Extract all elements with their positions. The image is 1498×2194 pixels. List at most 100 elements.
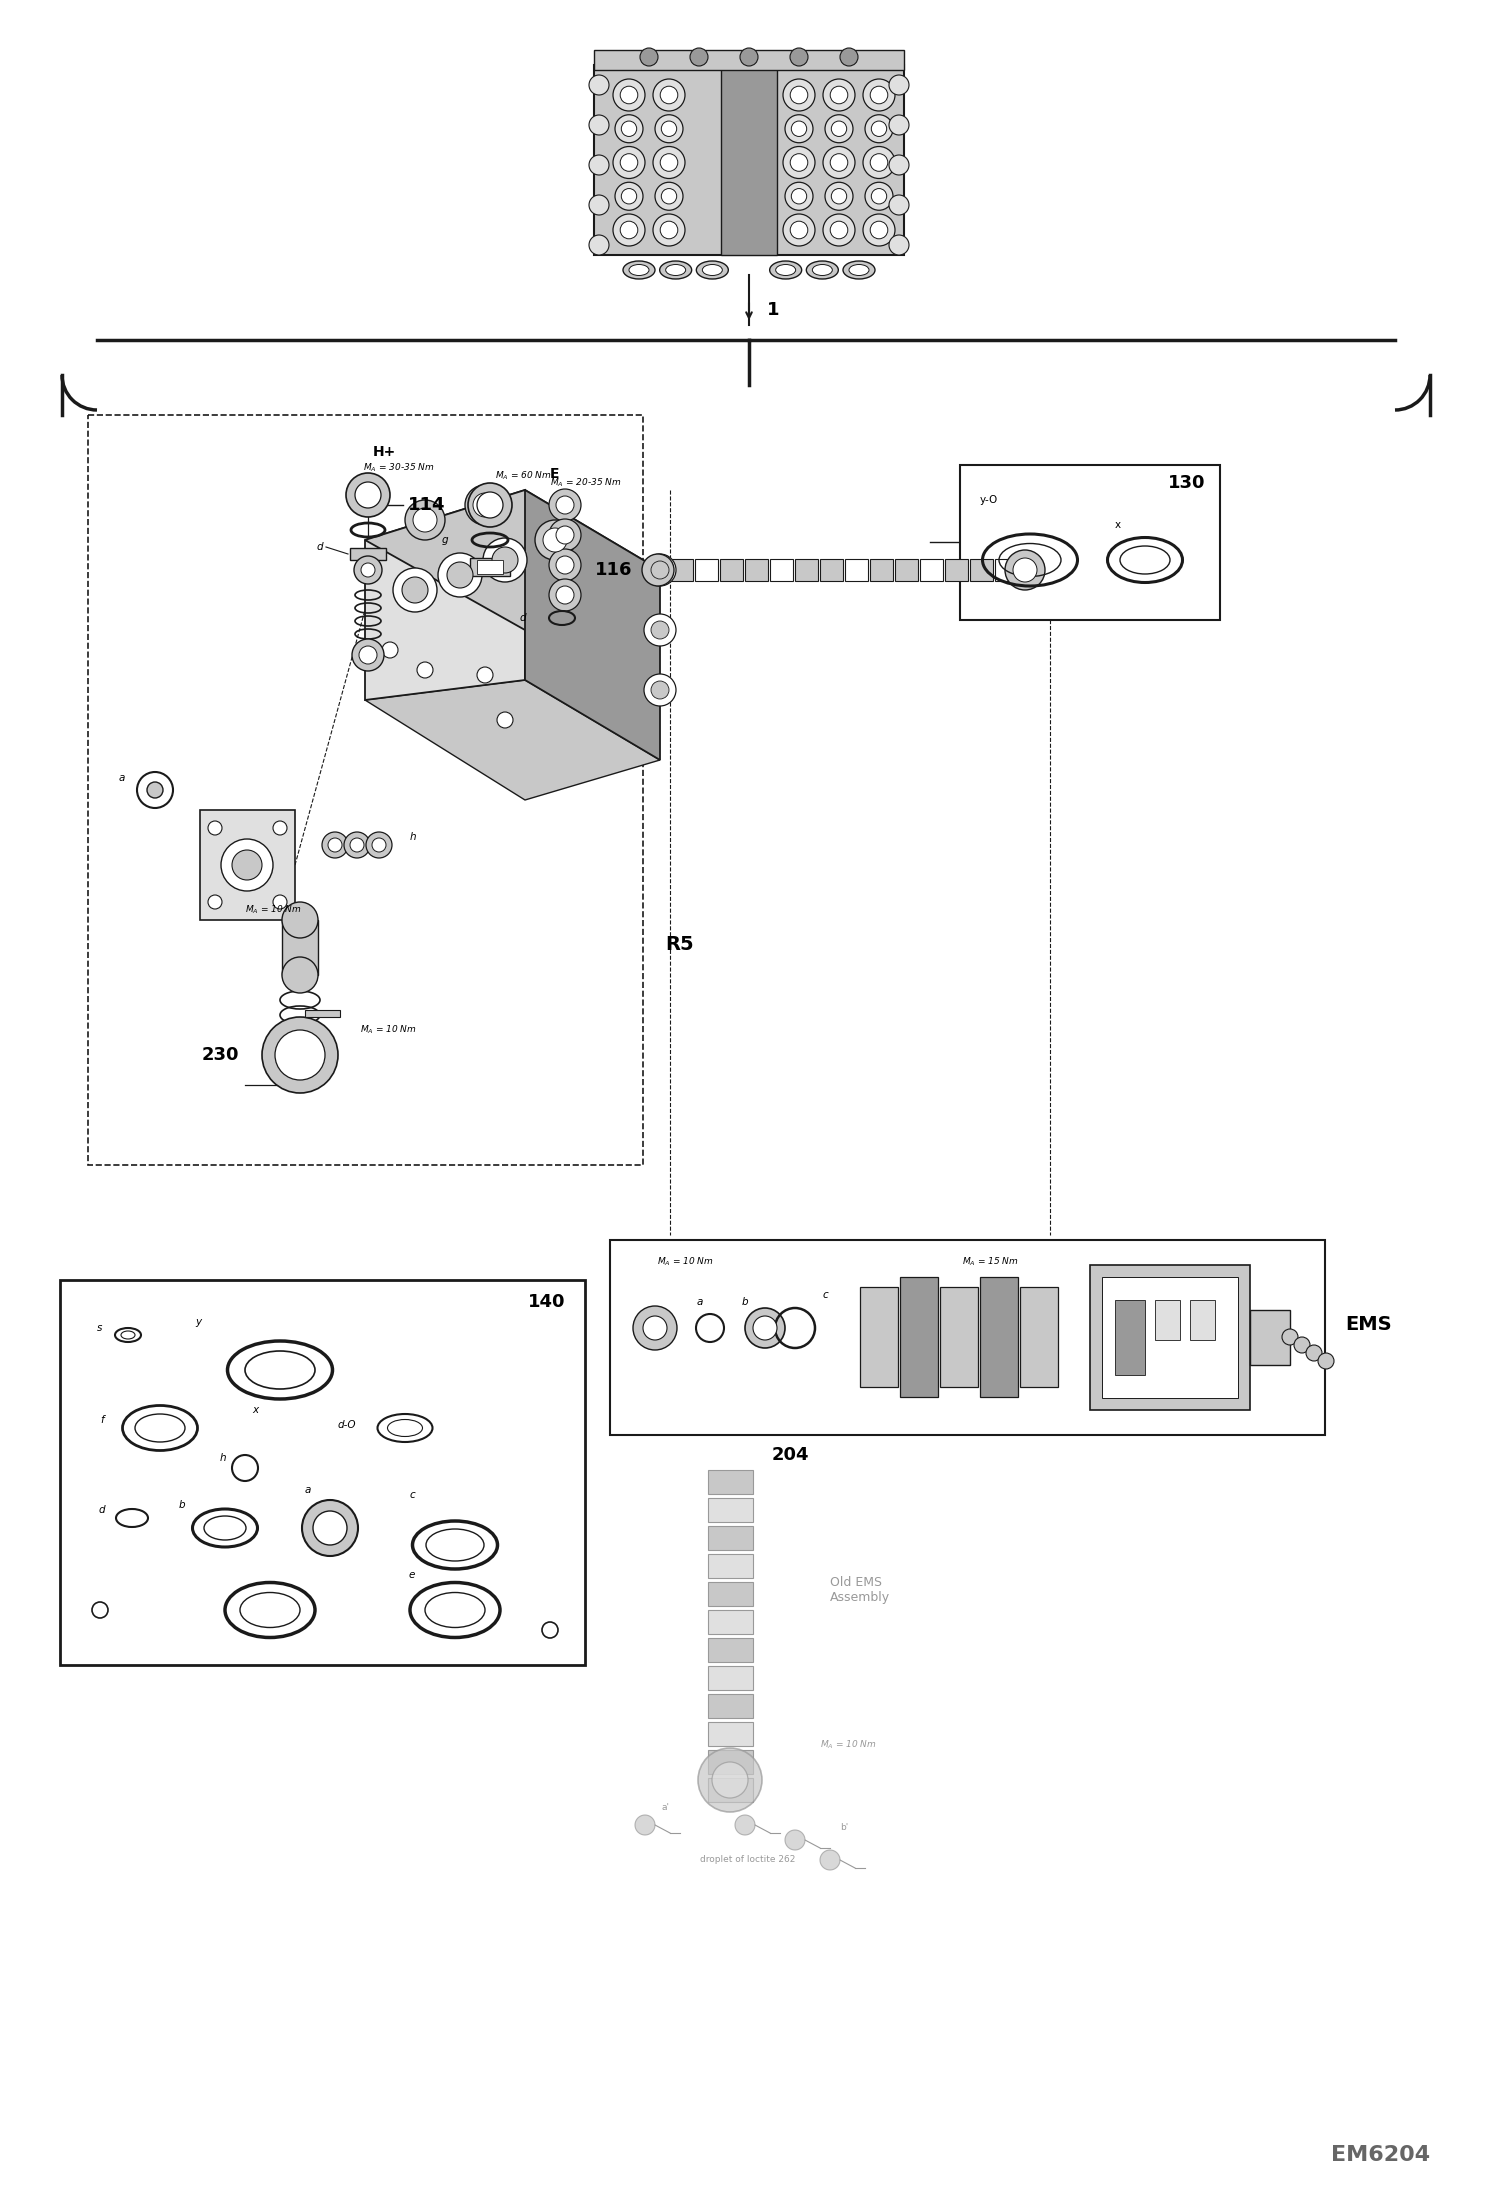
Circle shape <box>825 182 852 211</box>
Bar <box>1091 1266 1249 1411</box>
Bar <box>470 557 509 577</box>
Circle shape <box>785 182 813 211</box>
Text: f: f <box>100 1415 103 1424</box>
Circle shape <box>497 713 512 728</box>
Circle shape <box>644 614 676 645</box>
Circle shape <box>634 1305 677 1349</box>
Polygon shape <box>721 66 777 255</box>
Ellipse shape <box>843 261 875 279</box>
Text: EM6204: EM6204 <box>1330 2146 1431 2165</box>
Bar <box>709 1665 753 1689</box>
Bar <box>1115 1301 1144 1376</box>
Circle shape <box>652 621 670 638</box>
Circle shape <box>556 586 574 603</box>
Text: 140: 140 <box>527 1292 565 1312</box>
Circle shape <box>473 494 497 518</box>
Text: 130: 130 <box>1167 474 1204 491</box>
Ellipse shape <box>623 261 655 279</box>
Bar <box>960 465 1219 621</box>
Circle shape <box>372 838 386 851</box>
Polygon shape <box>366 489 661 630</box>
Circle shape <box>872 121 887 136</box>
Circle shape <box>548 520 581 551</box>
Bar <box>709 1639 753 1663</box>
Text: c: c <box>822 1290 828 1301</box>
Circle shape <box>322 832 348 858</box>
Circle shape <box>863 215 894 246</box>
Ellipse shape <box>776 265 795 276</box>
Text: M$_A$ = 30-35 Nm: M$_A$ = 30-35 Nm <box>363 463 434 474</box>
Circle shape <box>589 195 610 215</box>
Circle shape <box>616 182 643 211</box>
Circle shape <box>413 509 437 531</box>
Circle shape <box>635 1814 655 1834</box>
Text: 114: 114 <box>407 496 445 513</box>
Text: M$_A$ = 10 Nm: M$_A$ = 10 Nm <box>656 1255 713 1268</box>
Circle shape <box>888 75 909 94</box>
Circle shape <box>476 667 493 682</box>
Circle shape <box>644 555 676 586</box>
Circle shape <box>548 579 581 610</box>
Circle shape <box>313 1512 348 1545</box>
Circle shape <box>542 529 568 553</box>
Circle shape <box>822 79 855 112</box>
Bar <box>282 919 318 974</box>
Circle shape <box>437 553 482 597</box>
Circle shape <box>644 674 676 706</box>
Text: c: c <box>409 1490 415 1501</box>
Bar <box>709 1553 753 1577</box>
Bar <box>920 559 944 581</box>
Text: b: b <box>178 1501 186 1509</box>
Bar <box>995 559 1019 581</box>
Circle shape <box>620 154 638 171</box>
Circle shape <box>1294 1336 1309 1354</box>
Bar <box>900 1277 938 1398</box>
Bar <box>670 559 694 581</box>
Text: b': b' <box>840 1823 848 1832</box>
Circle shape <box>482 538 527 581</box>
Circle shape <box>736 1814 755 1834</box>
Circle shape <box>355 483 380 509</box>
Circle shape <box>273 895 288 908</box>
Text: M$_A$ = 10 Nm: M$_A$ = 10 Nm <box>819 1740 876 1751</box>
Circle shape <box>791 222 807 239</box>
Circle shape <box>789 48 807 66</box>
Circle shape <box>491 546 518 573</box>
Circle shape <box>476 491 503 518</box>
Circle shape <box>622 121 637 136</box>
Bar <box>351 548 386 559</box>
Circle shape <box>822 215 855 246</box>
Bar <box>709 1582 753 1606</box>
Bar <box>795 559 818 581</box>
Circle shape <box>556 555 574 575</box>
Circle shape <box>345 832 370 858</box>
Text: a: a <box>697 1297 703 1308</box>
Circle shape <box>888 156 909 176</box>
Ellipse shape <box>849 265 869 276</box>
Circle shape <box>872 189 887 204</box>
Bar <box>721 559 743 581</box>
Circle shape <box>303 1501 358 1556</box>
Circle shape <box>276 1029 325 1079</box>
Bar <box>709 1722 753 1746</box>
Text: d: d <box>316 542 324 553</box>
Bar <box>476 559 503 575</box>
Circle shape <box>404 500 445 540</box>
Polygon shape <box>595 66 903 255</box>
Circle shape <box>661 189 677 204</box>
Circle shape <box>745 1308 785 1347</box>
Text: M$_A$ = 60 Nm: M$_A$ = 60 Nm <box>494 470 551 483</box>
Text: d: d <box>99 1505 105 1516</box>
Text: b: b <box>742 1297 749 1308</box>
Circle shape <box>392 568 437 612</box>
Bar <box>971 559 993 581</box>
Circle shape <box>273 821 288 836</box>
Circle shape <box>548 548 581 581</box>
Text: s: s <box>97 1323 103 1334</box>
Circle shape <box>840 48 858 66</box>
Circle shape <box>282 957 318 994</box>
Text: M$_A$ = 10 Nm: M$_A$ = 10 Nm <box>360 1025 416 1036</box>
Bar <box>88 415 643 1165</box>
Circle shape <box>655 182 683 211</box>
Circle shape <box>753 1316 777 1341</box>
